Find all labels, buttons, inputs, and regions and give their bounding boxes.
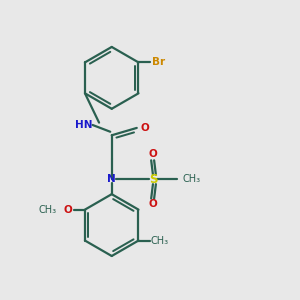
Text: N: N [107, 174, 116, 184]
Text: O: O [148, 149, 157, 159]
Text: CH₃: CH₃ [182, 174, 200, 184]
Text: Br: Br [152, 57, 165, 68]
Text: S: S [149, 173, 157, 186]
Text: HN: HN [75, 120, 93, 130]
Text: CH₃: CH₃ [39, 205, 57, 214]
Text: CH₃: CH₃ [151, 236, 169, 245]
Text: O: O [140, 123, 149, 133]
Text: O: O [148, 200, 157, 209]
Text: O: O [64, 205, 73, 214]
